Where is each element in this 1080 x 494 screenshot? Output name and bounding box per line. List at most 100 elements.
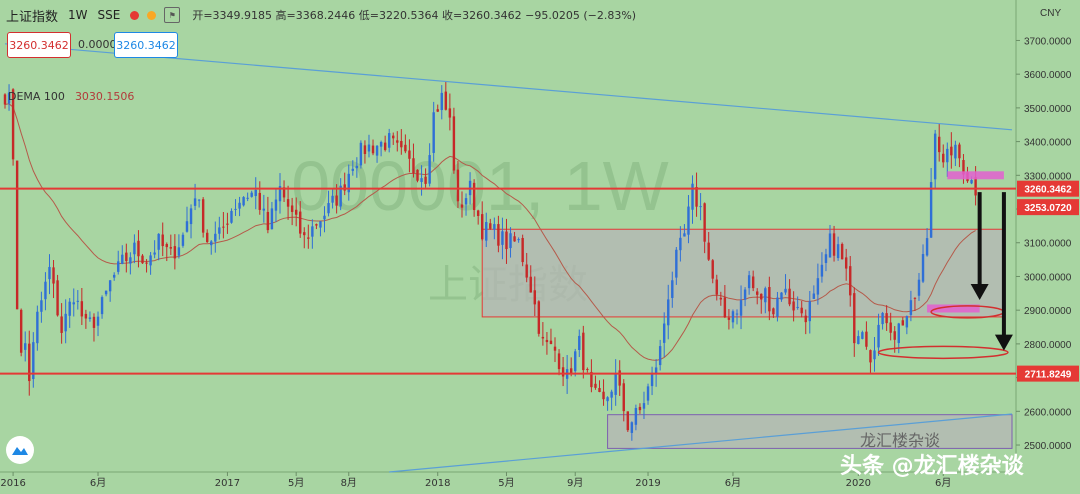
candle-body bbox=[958, 144, 961, 159]
y-tick-label: 3700.0000 bbox=[1024, 36, 1072, 47]
candle-body bbox=[149, 255, 152, 266]
dema-name: DEMA 100 bbox=[8, 90, 65, 103]
candle-body bbox=[185, 221, 189, 232]
candle-body bbox=[230, 210, 233, 223]
candle-body bbox=[262, 208, 266, 211]
candle-body bbox=[40, 300, 43, 312]
candle-body bbox=[206, 232, 209, 243]
candle-body bbox=[525, 264, 528, 278]
candle-body bbox=[634, 407, 638, 425]
candle-body bbox=[727, 317, 731, 320]
candle-body bbox=[857, 336, 860, 344]
candle-body bbox=[294, 209, 298, 215]
candle-body bbox=[485, 222, 488, 241]
price-label: 2711.8249 bbox=[1025, 370, 1072, 381]
candle-body bbox=[383, 142, 387, 151]
x-tick-label: 6月 bbox=[725, 477, 741, 489]
candle-body bbox=[715, 279, 718, 295]
candle-body bbox=[452, 116, 456, 171]
candle-body bbox=[290, 205, 294, 212]
candle-body bbox=[412, 158, 415, 174]
candle-body bbox=[751, 276, 755, 289]
candle-body bbox=[408, 150, 411, 159]
candle-body bbox=[424, 176, 427, 184]
candle-body bbox=[400, 140, 403, 148]
candle-body bbox=[853, 293, 856, 344]
timeframe-label[interactable]: 1W bbox=[68, 8, 88, 22]
candle-body bbox=[869, 350, 872, 363]
candle-body bbox=[218, 227, 221, 234]
candle-body bbox=[387, 133, 391, 148]
candle-body bbox=[100, 297, 104, 315]
candle-body bbox=[15, 160, 19, 310]
candle-body bbox=[19, 309, 23, 353]
candle-body bbox=[800, 307, 803, 314]
candle-body bbox=[56, 280, 59, 316]
candle-body bbox=[881, 312, 884, 325]
currency-label: CNY bbox=[1040, 8, 1061, 19]
symbol-name[interactable]: 上证指数 bbox=[6, 9, 59, 25]
candle-body bbox=[32, 342, 35, 380]
candle-body bbox=[638, 406, 642, 411]
candle-body bbox=[598, 388, 601, 393]
candle-body bbox=[711, 260, 714, 279]
candle-body bbox=[303, 232, 306, 236]
dema-legend[interactable]: DEMA 100 3030.1506 bbox=[8, 90, 134, 103]
candle-body bbox=[808, 301, 811, 322]
candle-body bbox=[48, 266, 51, 280]
candle-body bbox=[671, 280, 674, 298]
exchange-label: SSE bbox=[97, 8, 121, 22]
candle-body bbox=[836, 244, 840, 259]
candle-body bbox=[286, 199, 290, 207]
candle-body bbox=[780, 292, 783, 300]
candle-body bbox=[614, 372, 617, 395]
status-dot-red bbox=[130, 10, 140, 20]
candle-body bbox=[646, 386, 650, 401]
x-tick-label: 6月 bbox=[90, 477, 106, 489]
candle-body bbox=[541, 336, 545, 339]
candle-body bbox=[432, 112, 435, 153]
sell-price-box[interactable]: 3260.3462 bbox=[7, 32, 71, 58]
candle-body bbox=[521, 237, 524, 263]
candle-body bbox=[80, 301, 84, 317]
candle-body bbox=[254, 189, 257, 197]
candle-body bbox=[44, 281, 47, 300]
candle-body bbox=[274, 199, 278, 211]
candle-body bbox=[662, 323, 666, 343]
candle-body bbox=[7, 92, 11, 104]
flag-icon[interactable]: ⚑ bbox=[164, 7, 181, 23]
candle-body bbox=[96, 316, 100, 326]
candle-body bbox=[339, 185, 342, 207]
y-tick-label: 2800.0000 bbox=[1024, 340, 1072, 351]
buy-price-box[interactable]: 3260.3462 bbox=[114, 32, 178, 58]
candle-body bbox=[768, 287, 771, 312]
tradingview-logo-icon[interactable] bbox=[6, 436, 34, 464]
y-tick-label: 3500.0000 bbox=[1024, 104, 1072, 115]
candle-body bbox=[367, 144, 371, 152]
candle-body bbox=[36, 311, 39, 344]
candle-body bbox=[760, 293, 763, 300]
candle-body bbox=[889, 322, 892, 333]
candle-body bbox=[582, 332, 585, 371]
status-dot-yellow bbox=[147, 10, 157, 20]
candle-body bbox=[719, 297, 723, 300]
candle-body bbox=[3, 94, 7, 105]
candle-body bbox=[331, 195, 334, 203]
candle-body bbox=[489, 223, 492, 229]
candle-body bbox=[104, 290, 108, 295]
candle-body bbox=[594, 383, 597, 388]
candle-body bbox=[687, 206, 690, 235]
candle-body bbox=[574, 351, 577, 372]
price-label: 3260.3462 bbox=[1024, 185, 1072, 196]
candle-body bbox=[913, 297, 917, 299]
candle-body bbox=[258, 192, 261, 210]
candle-body bbox=[60, 316, 63, 333]
candle-body bbox=[921, 254, 925, 282]
candle-body bbox=[893, 331, 896, 340]
candle-body bbox=[905, 316, 909, 328]
candle-body bbox=[92, 316, 96, 328]
x-tick-label: 9月 bbox=[567, 477, 583, 489]
candle-body bbox=[392, 135, 395, 139]
